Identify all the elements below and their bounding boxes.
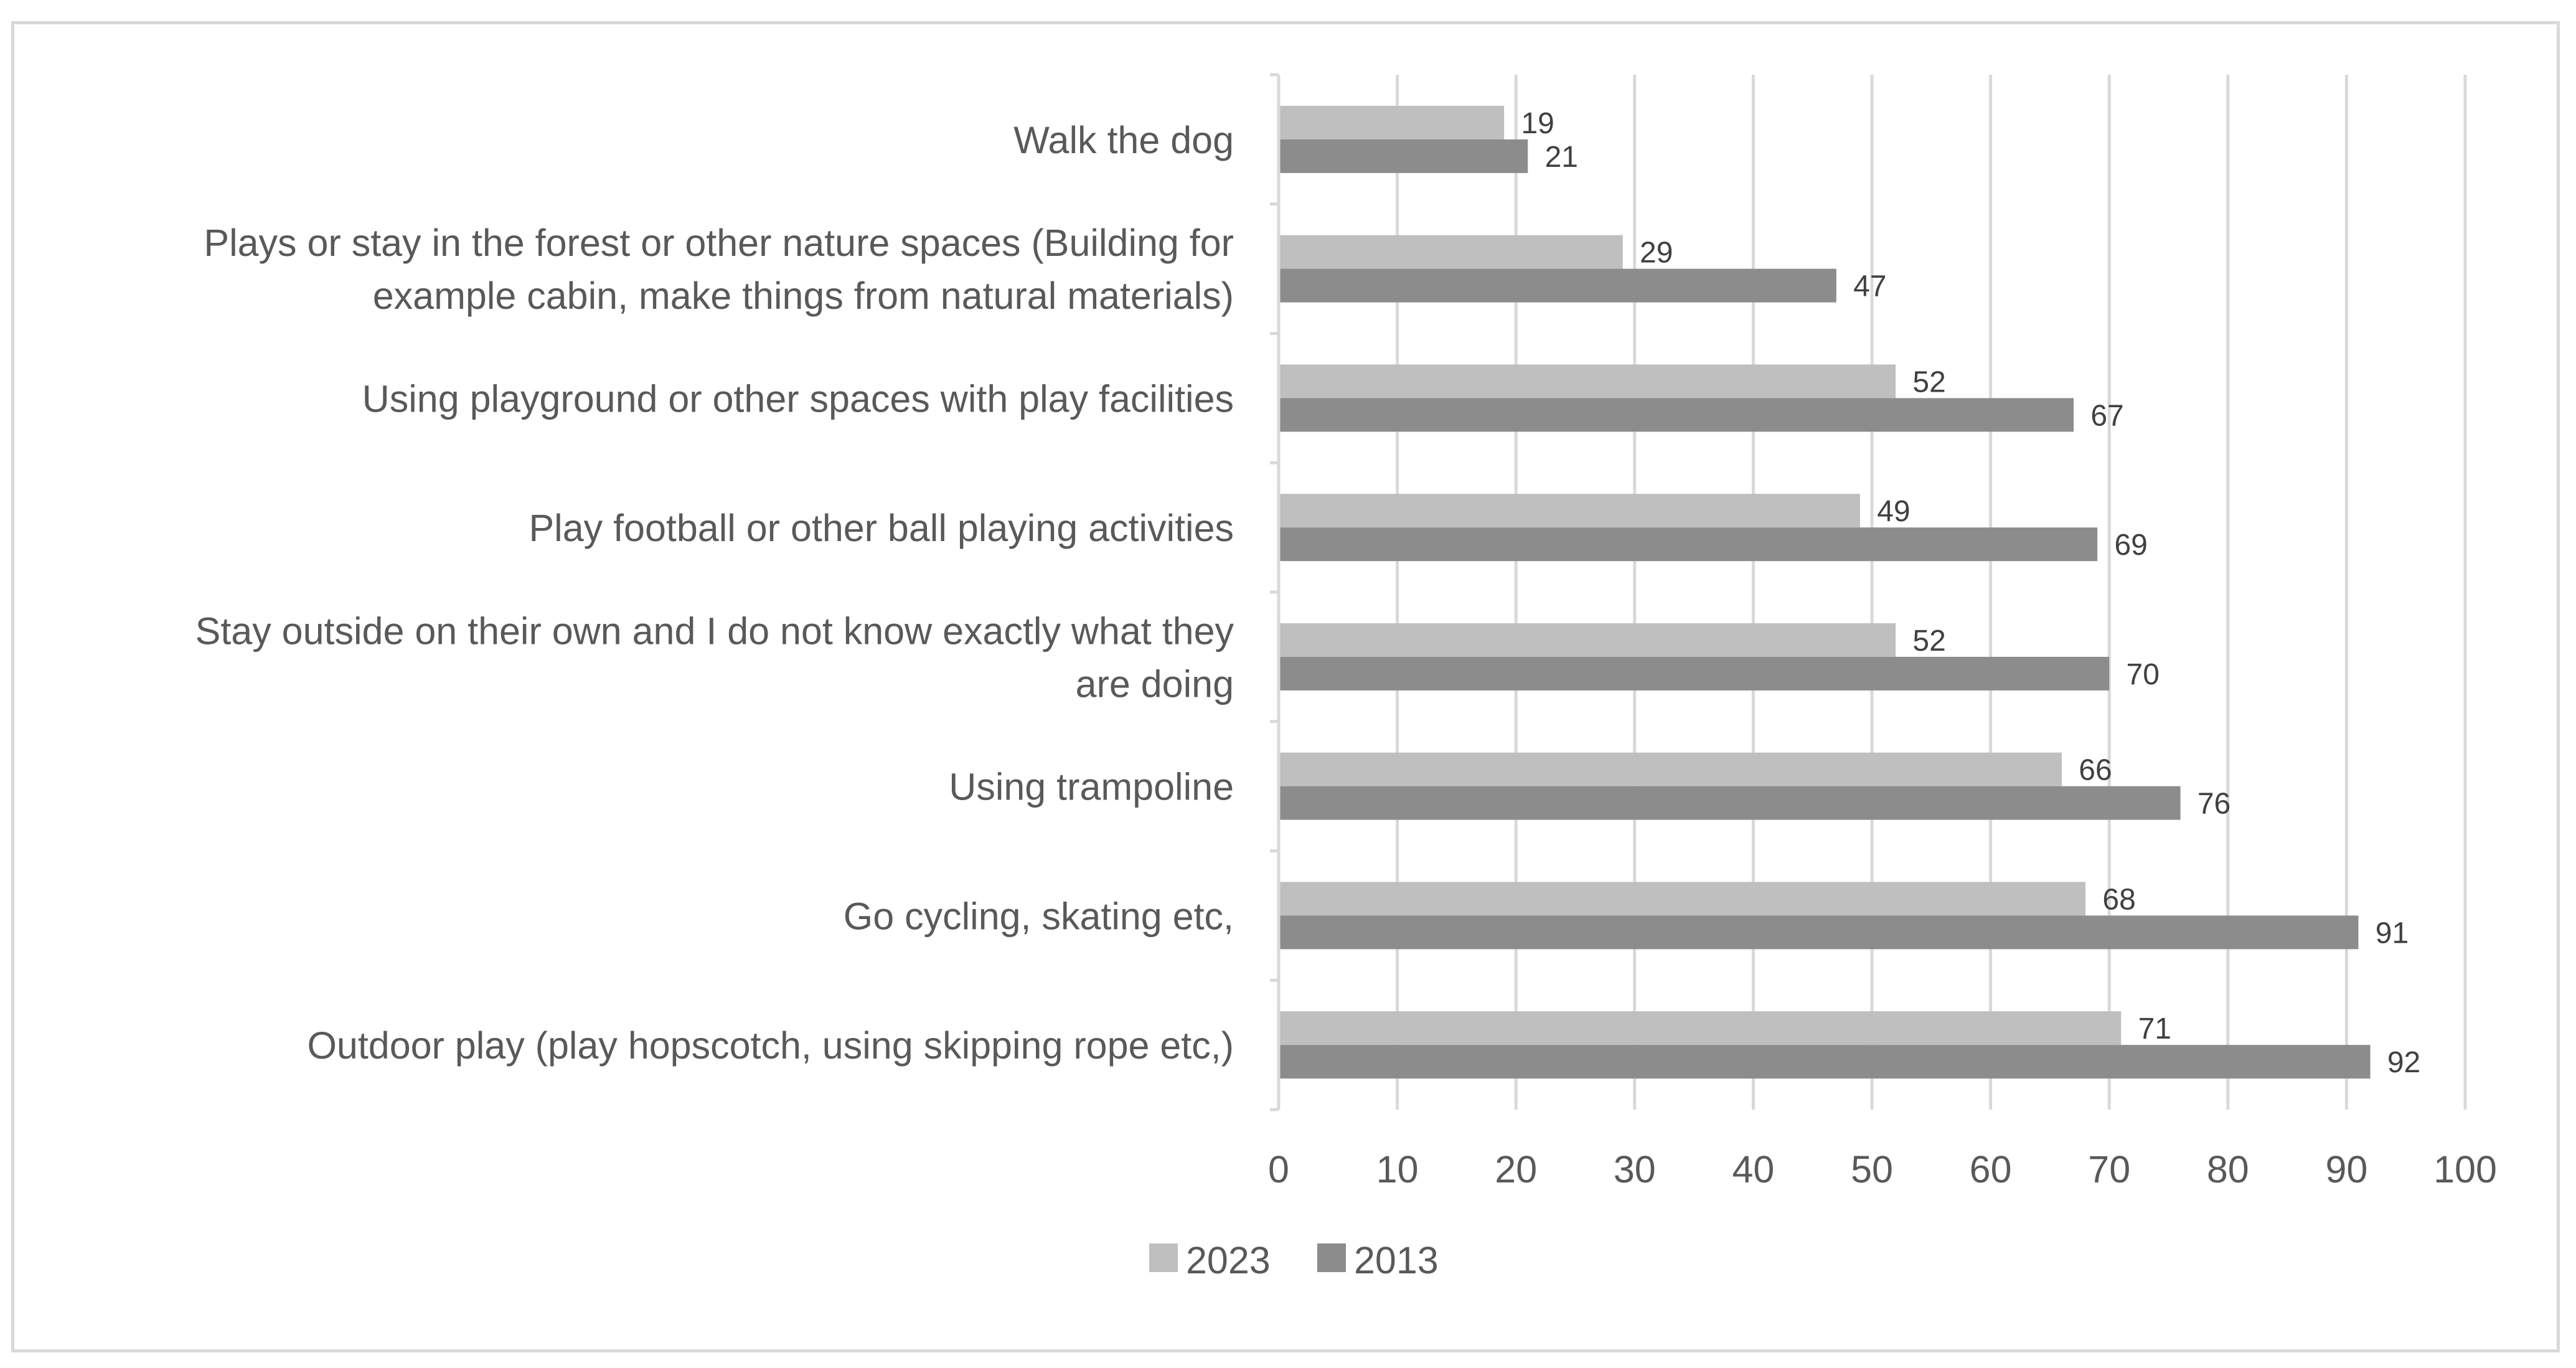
data-label-2013: 76	[2198, 788, 2230, 821]
bar-2013	[1279, 268, 1836, 303]
x-tick-label: 100	[2433, 1148, 2497, 1191]
data-label-2023: 52	[1912, 366, 1945, 399]
data-label-2013: 47	[1853, 270, 1886, 303]
category-label-line: Go cycling, skating etc,	[844, 895, 1234, 937]
bar-2013	[1279, 398, 2074, 432]
category-label-line: Outdoor play (play hopscotch, using skip…	[307, 1024, 1234, 1067]
x-tick-label: 10	[1376, 1148, 1419, 1191]
bar-2023	[1279, 494, 1860, 528]
category-label: Stay outside on their own and I do not k…	[195, 610, 1234, 705]
category-label: Using trampoline	[949, 766, 1234, 808]
bar-2013	[1279, 1045, 2371, 1079]
legend-label-2013: 2013	[1354, 1239, 1439, 1281]
bar-2023	[1279, 1011, 2122, 1045]
category-label-line: Using trampoline	[949, 766, 1234, 808]
data-label-2023: 49	[1877, 495, 1910, 528]
bar-2013	[1279, 656, 2110, 691]
bar-2013	[1279, 915, 2359, 950]
data-label-2023: 29	[1640, 237, 1673, 270]
data-label-2013: 69	[2114, 529, 2147, 562]
bars	[1279, 105, 2371, 1079]
category-label-line: Play football or other ball playing acti…	[529, 507, 1234, 549]
category-label: Play football or other ball playing acti…	[529, 507, 1234, 549]
category-label-line: Walk the dog	[1013, 119, 1234, 161]
x-tick-label: 70	[2088, 1148, 2130, 1191]
data-label-2013: 67	[2090, 399, 2123, 432]
data-label-2023: 19	[1521, 107, 1554, 140]
x-tick-label: 30	[1614, 1148, 1656, 1191]
x-tick-label: 20	[1495, 1148, 1537, 1191]
category-label-line: Using playground or other spaces with pl…	[362, 377, 1234, 420]
bar-2023	[1279, 235, 1623, 269]
category-label: Plays or stay in the forest or other nat…	[204, 222, 1234, 317]
x-tick-label: 0	[1268, 1148, 1289, 1191]
category-label-line: example cabin, make things from natural …	[373, 275, 1234, 317]
bar-2023	[1279, 364, 1896, 399]
legend-label-2023: 2023	[1186, 1239, 1271, 1281]
category-label: Go cycling, skating etc,	[844, 895, 1234, 937]
data-label-2023: 71	[2138, 1012, 2171, 1045]
bar-2013	[1279, 139, 1528, 173]
legend-swatch-2013	[1317, 1243, 1346, 1272]
x-tick-label: 50	[1851, 1148, 1893, 1191]
category-label-line: are doing	[1076, 663, 1234, 705]
x-tick-label: 80	[2207, 1148, 2249, 1191]
data-label-2023: 52	[1912, 625, 1945, 658]
data-label-2023: 68	[2102, 883, 2135, 916]
x-tick-label: 40	[1732, 1148, 1774, 1191]
bar-2013	[1279, 786, 2181, 820]
category-label: Walk the dog	[1013, 119, 1234, 161]
category-label-line: Plays or stay in the forest or other nat…	[204, 222, 1234, 264]
bar-2023	[1279, 623, 1896, 657]
bar-2023	[1279, 105, 1505, 139]
x-tick-label: 60	[1970, 1148, 2012, 1191]
legend: 2023 2013	[1149, 1239, 1439, 1281]
bar-2013	[1279, 527, 2098, 562]
category-label-line: Stay outside on their own and I do not k…	[195, 610, 1234, 652]
category-label: Outdoor play (play hopscotch, using skip…	[307, 1024, 1234, 1067]
axes	[1270, 73, 1281, 1111]
bar-2023	[1279, 882, 2086, 916]
bar-2023	[1279, 752, 2062, 786]
x-tick-label: 90	[2325, 1148, 2367, 1191]
data-label-2013: 91	[2376, 917, 2409, 950]
data-label-2013: 70	[2127, 658, 2160, 691]
legend-swatch-2023	[1149, 1243, 1178, 1272]
data-label-2013: 92	[2387, 1046, 2420, 1079]
gridlines	[1396, 75, 2467, 1110]
category-label: Using playground or other spaces with pl…	[362, 377, 1234, 420]
data-label-2013: 21	[1545, 141, 1578, 174]
data-label-2023: 66	[2079, 754, 2112, 787]
